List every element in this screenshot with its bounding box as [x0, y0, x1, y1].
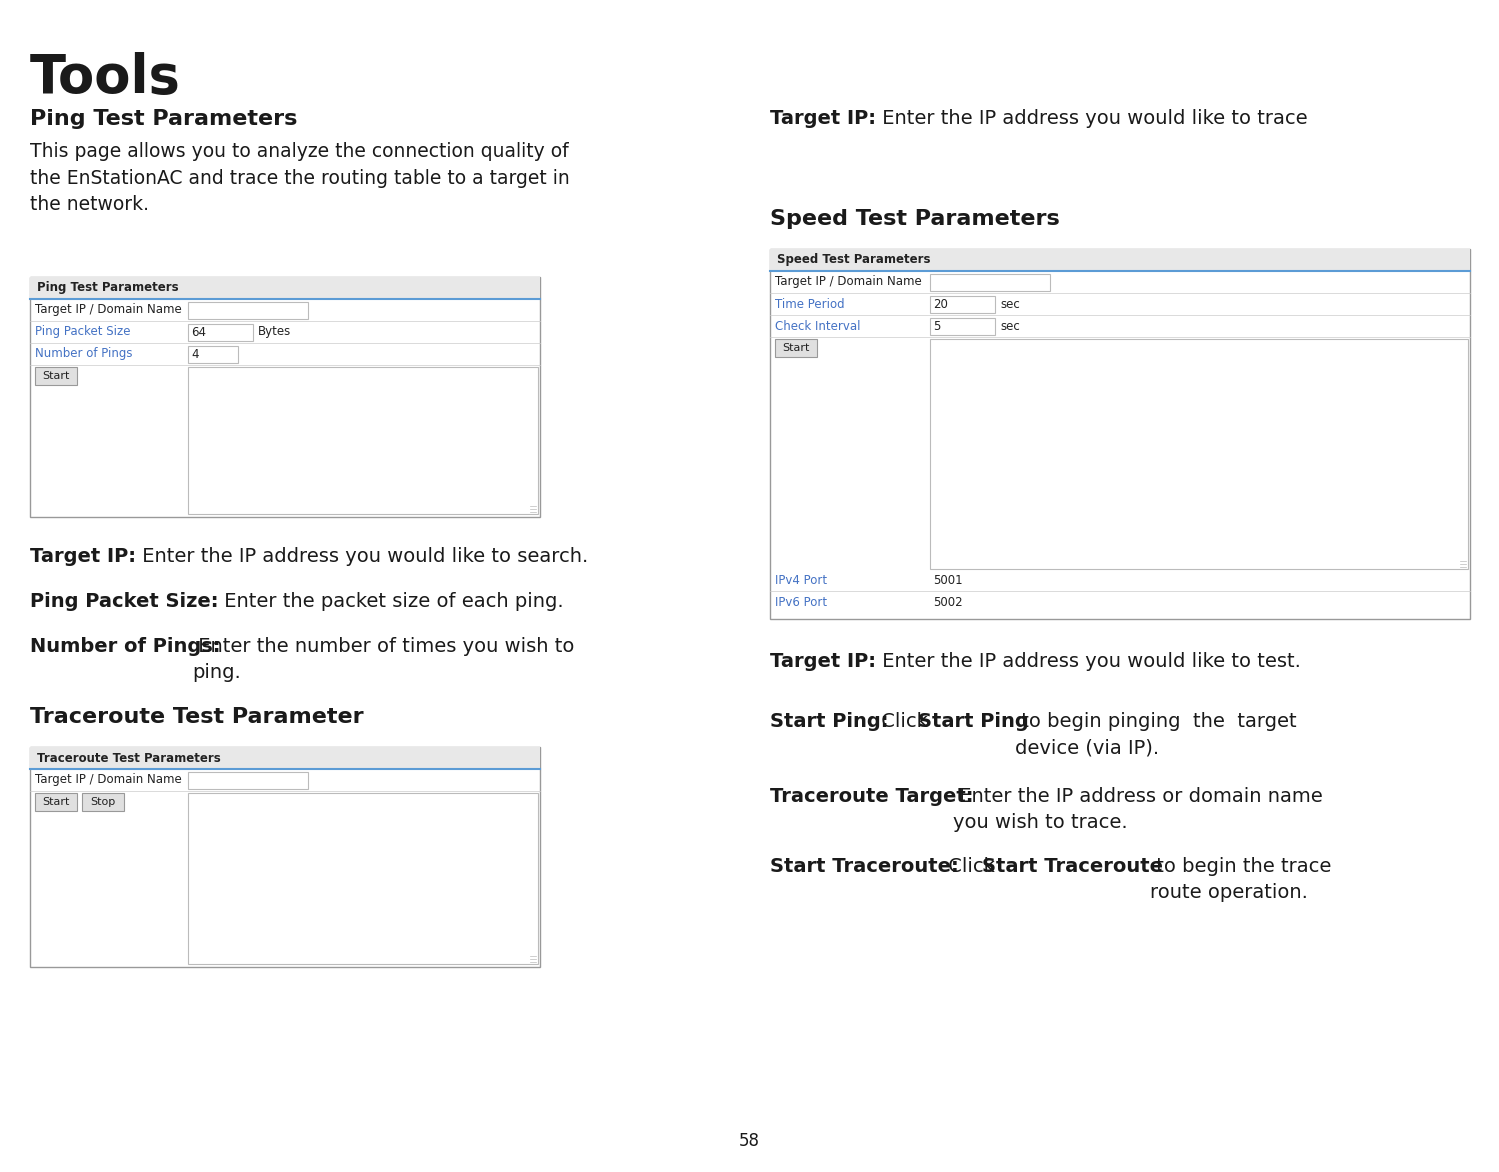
Bar: [775, 339, 817, 357]
Text: Bytes: Bytes: [258, 326, 291, 339]
Text: Enter the IP address you would like to trace: Enter the IP address you would like to t…: [875, 109, 1307, 128]
Bar: [770, 248, 1471, 271]
Text: sec: sec: [1000, 298, 1019, 311]
Text: Ping Test Parameters: Ping Test Parameters: [30, 109, 297, 129]
Text: Number of Pings:: Number of Pings:: [30, 638, 220, 656]
Text: Start Traceroute: Start Traceroute: [982, 857, 1163, 875]
Bar: [187, 323, 253, 341]
Bar: [30, 747, 540, 769]
Text: 4: 4: [190, 348, 198, 361]
Text: Click: Click: [875, 713, 934, 731]
Text: Tools: Tools: [30, 52, 181, 104]
Text: 5: 5: [932, 320, 940, 333]
Text: Ping Test Parameters: Ping Test Parameters: [37, 281, 178, 294]
Text: Target IP / Domain Name: Target IP / Domain Name: [775, 275, 922, 288]
Text: Enter the IP address you would like to test.: Enter the IP address you would like to t…: [875, 652, 1301, 672]
Text: Speed Test Parameters: Speed Test Parameters: [770, 209, 1060, 229]
Text: 20: 20: [932, 298, 947, 311]
Bar: [187, 301, 307, 319]
Bar: [187, 346, 238, 362]
Text: Start Ping: Start Ping: [917, 713, 1028, 731]
Text: 58: 58: [739, 1132, 760, 1150]
Text: Target IP:: Target IP:: [30, 547, 136, 566]
Text: Target IP:: Target IP:: [770, 109, 875, 128]
Bar: [30, 747, 540, 967]
Text: Target IP / Domain Name: Target IP / Domain Name: [34, 304, 181, 316]
Bar: [30, 277, 540, 517]
Bar: [34, 793, 76, 811]
Bar: [929, 273, 1049, 291]
Text: Start Traceroute:: Start Traceroute:: [770, 857, 959, 875]
Bar: [82, 793, 124, 811]
Text: Traceroute Target:: Traceroute Target:: [770, 788, 973, 806]
Bar: [187, 367, 538, 515]
Text: to begin the trace
route operation.: to begin the trace route operation.: [1150, 857, 1331, 902]
Bar: [187, 771, 307, 789]
Bar: [929, 295, 995, 313]
Text: IPv6 Port: IPv6 Port: [775, 595, 827, 608]
Text: Enter the IP address you would like to search.: Enter the IP address you would like to s…: [136, 547, 588, 566]
Text: 5001: 5001: [932, 573, 962, 586]
Text: Enter the IP address or domain name
you wish to trace.: Enter the IP address or domain name you …: [953, 788, 1322, 832]
Text: Check Interval: Check Interval: [775, 320, 860, 333]
Text: Target IP / Domain Name: Target IP / Domain Name: [34, 774, 181, 786]
Text: Ping Packet Size: Ping Packet Size: [34, 326, 130, 339]
Text: Stop: Stop: [90, 797, 115, 808]
Text: Traceroute Test Parameters: Traceroute Test Parameters: [37, 751, 220, 764]
Bar: [30, 277, 540, 299]
Text: Time Period: Time Period: [775, 298, 844, 311]
Text: IPv4 Port: IPv4 Port: [775, 573, 827, 586]
Text: sec: sec: [1000, 320, 1019, 333]
Bar: [34, 367, 76, 384]
Text: 64: 64: [190, 326, 205, 339]
Text: This page allows you to analyze the connection quality of
the EnStationAC and tr: This page allows you to analyze the conn…: [30, 142, 570, 214]
Text: Traceroute Test Parameter: Traceroute Test Parameter: [30, 707, 364, 727]
Text: Start Ping:: Start Ping:: [770, 713, 889, 731]
Text: Number of Pings: Number of Pings: [34, 348, 132, 361]
Text: Enter the packet size of each ping.: Enter the packet size of each ping.: [219, 592, 564, 611]
Text: to begin pinging  the  target
device (via IP).: to begin pinging the target device (via …: [1015, 713, 1297, 757]
Text: Speed Test Parameters: Speed Test Parameters: [776, 253, 931, 266]
Text: Click: Click: [941, 857, 1001, 875]
Text: 5002: 5002: [932, 595, 962, 608]
Bar: [929, 318, 995, 334]
Bar: [187, 793, 538, 965]
Text: Start: Start: [782, 343, 809, 353]
Text: Ping Packet Size:: Ping Packet Size:: [30, 592, 219, 611]
Text: Target IP:: Target IP:: [770, 652, 875, 672]
Bar: [929, 339, 1468, 568]
Text: Enter the number of times you wish to
ping.: Enter the number of times you wish to pi…: [192, 638, 574, 682]
Bar: [770, 248, 1471, 619]
Text: Start: Start: [42, 372, 69, 381]
Text: Start: Start: [42, 797, 69, 808]
